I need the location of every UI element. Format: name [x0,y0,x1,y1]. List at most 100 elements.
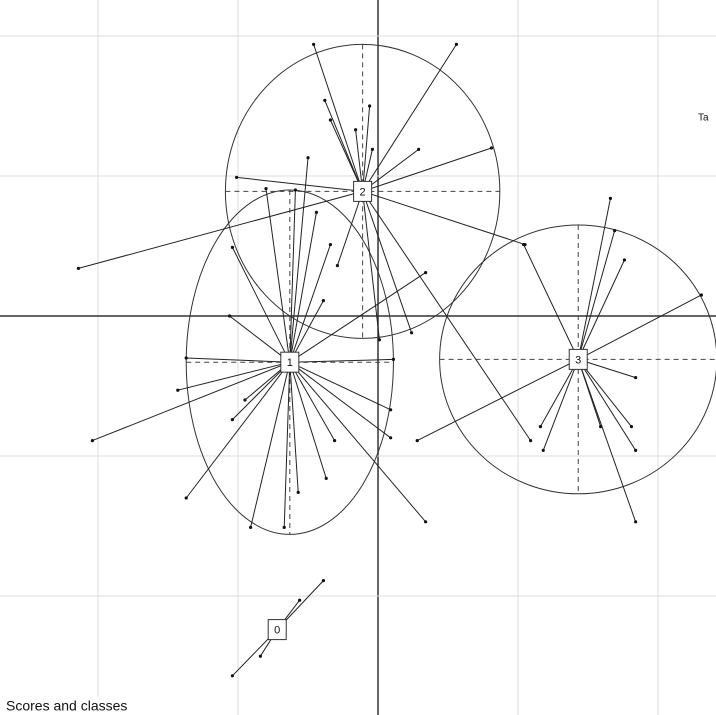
ellipses [185,43,716,535]
star-line [329,119,364,192]
point [634,520,638,524]
star-line [289,361,391,411]
star-line [577,359,637,451]
point [377,338,382,342]
stars [76,42,704,678]
star-line [523,244,579,360]
star-line [289,361,336,441]
point [333,438,337,443]
star-line [313,44,364,192]
star-line [232,361,291,420]
point [321,298,326,303]
class-box [280,351,300,373]
point [541,448,545,452]
star-line [231,247,291,363]
class-label: 1 [287,357,293,369]
star-line [289,361,427,523]
annotation: Ta [698,113,709,124]
point [230,417,235,422]
point [324,476,328,480]
point [599,424,603,429]
star-line [283,362,291,528]
star-line [577,259,625,360]
point [328,118,333,122]
star-line [416,358,579,442]
point [489,146,494,150]
class-box [568,348,588,370]
point [293,188,298,192]
star-line [362,147,492,192]
point [529,438,533,443]
star-line [362,190,526,246]
star-line [250,362,291,528]
point [368,104,372,108]
point [522,242,526,247]
point [454,42,459,46]
star-line [78,190,363,269]
star-line [577,359,637,522]
title-background [0,697,170,715]
point [370,147,375,151]
star-line [577,359,602,427]
point [538,424,543,429]
point [634,375,638,380]
star-line [289,358,394,363]
point [230,245,235,249]
class-label: 0 [274,625,280,637]
star-line [186,357,290,363]
point [699,293,704,297]
star-line [577,198,611,360]
point [391,357,396,361]
point [90,438,95,443]
point [323,98,327,102]
star-line [289,189,296,363]
point [629,424,634,429]
point [235,175,239,179]
point [282,525,286,529]
point [424,520,428,524]
star-line [539,359,579,427]
class-labels: 1 2 3 0 [267,180,588,641]
star-line [289,157,309,363]
point [321,578,326,583]
point [415,438,419,443]
point [335,263,340,268]
point [296,490,300,494]
star-line [336,191,364,266]
star-line [362,191,380,340]
point [424,270,428,275]
star-line [362,191,532,441]
point [298,598,302,602]
star-line [578,358,636,379]
star-line [289,212,317,363]
star-line [362,44,457,192]
star-line [185,361,291,499]
star-line [362,105,371,192]
point [354,128,358,132]
star-line [289,244,331,363]
point [389,436,393,440]
star-line [265,188,291,363]
point [264,186,268,191]
class-label: 2 [360,186,366,198]
point [306,156,310,160]
point [622,258,627,262]
class-label: 3 [575,354,581,366]
star-line [362,191,413,333]
point [228,314,232,318]
point [328,242,333,247]
star-line [577,230,616,360]
point [634,448,638,452]
star-line [577,359,632,427]
point [184,496,188,500]
star-line [177,361,290,391]
point [230,674,235,678]
point [243,398,247,402]
star-line [289,272,426,363]
point [410,331,414,335]
point [389,408,393,412]
point [314,210,319,214]
